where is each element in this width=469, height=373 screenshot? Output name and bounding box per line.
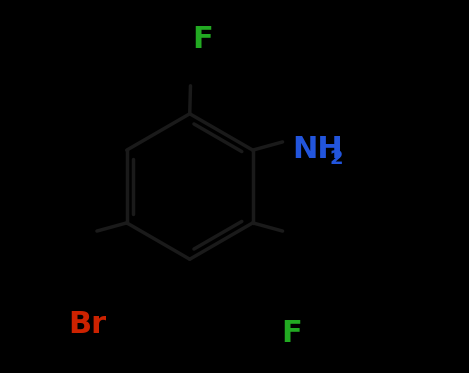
Text: NH: NH [292, 135, 343, 164]
Text: Br: Br [68, 310, 106, 339]
Text: F: F [192, 25, 213, 54]
Text: 2: 2 [330, 149, 343, 168]
Text: F: F [281, 319, 302, 348]
